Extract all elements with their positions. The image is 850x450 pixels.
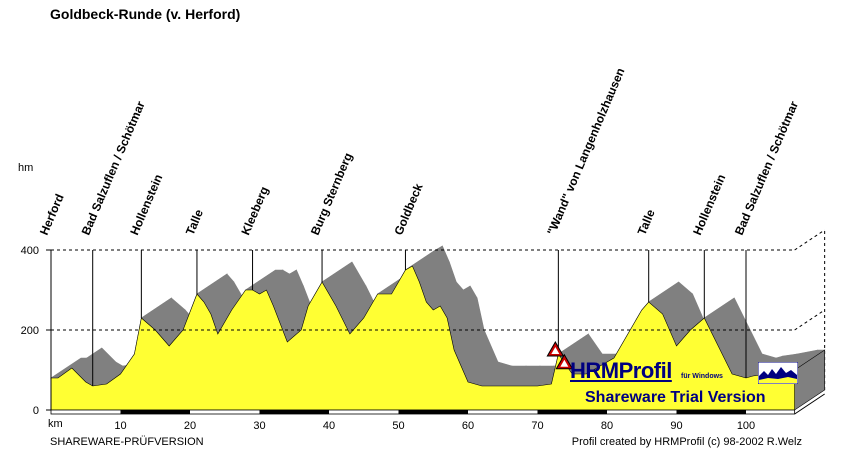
x-tick-label: 10	[114, 420, 126, 432]
x-tick-label: 60	[462, 420, 474, 432]
x-axis-segment	[120, 410, 190, 414]
waypoint-label: Talle	[635, 207, 658, 237]
waypoint-label: Burg Sternberg	[308, 151, 355, 237]
x-axis-segment	[259, 410, 329, 414]
waypoint-label: Goldbeck	[391, 181, 425, 237]
waypoint-label: Hollenstein	[690, 172, 728, 237]
x-tick-label: 30	[253, 420, 265, 432]
x-tick-label: 40	[323, 420, 335, 432]
y-tick-label: 0	[33, 405, 39, 417]
brand-name: HRMProfil	[570, 358, 672, 383]
x-tick-label: 100	[737, 420, 755, 432]
credit-notice: Profil created by HRMProfil (c) 98-2002 …	[571, 436, 802, 448]
waypoint-label: Herford	[37, 192, 67, 237]
y-tick-label: 400	[21, 245, 39, 257]
waypoint-label: "Wand" von Langenholzhausen	[544, 66, 627, 237]
chart-title: Goldbeck-Runde (v. Herford)	[50, 6, 241, 22]
x-tick-label: 70	[531, 420, 543, 432]
x-tick-label: 80	[601, 420, 613, 432]
waypoint-label: Talle	[183, 207, 206, 237]
waypoint-label: Bad Salzuflen / Schötmar	[732, 99, 801, 237]
x-tick-label: 50	[392, 420, 404, 432]
depth-grid-line	[794, 229, 825, 251]
shareware-notice: SHAREWARE-PRÜFVERSION	[50, 436, 204, 448]
warning-marker-inner	[560, 359, 569, 367]
depth-bottom-line	[794, 393, 825, 415]
x-axis-segment	[676, 410, 746, 414]
brand-subtitle: für Windows	[681, 373, 723, 380]
depth-grid-line	[794, 309, 825, 331]
x-tick-label: 20	[184, 420, 196, 432]
waypoint-label: Hollenstein	[127, 172, 165, 237]
x-axis-segment	[537, 410, 607, 414]
x-axis-segment	[398, 410, 468, 414]
warning-marker-inner	[551, 347, 560, 354]
trial-version-label: Shareware Trial Version	[585, 389, 766, 406]
y-tick-label: 200	[21, 325, 39, 337]
elevation-profile-area	[50, 265, 795, 411]
x-axis-unit: km	[48, 418, 63, 430]
waypoint-label: Kleeberg	[238, 184, 271, 237]
y-axis-unit: hm	[18, 162, 34, 174]
hrmprofil-badge: HRMProfil für Windows Shareware Trial Ve…	[570, 358, 800, 410]
mountain-logo-icon	[758, 362, 798, 384]
x-tick-label: 90	[670, 420, 682, 432]
